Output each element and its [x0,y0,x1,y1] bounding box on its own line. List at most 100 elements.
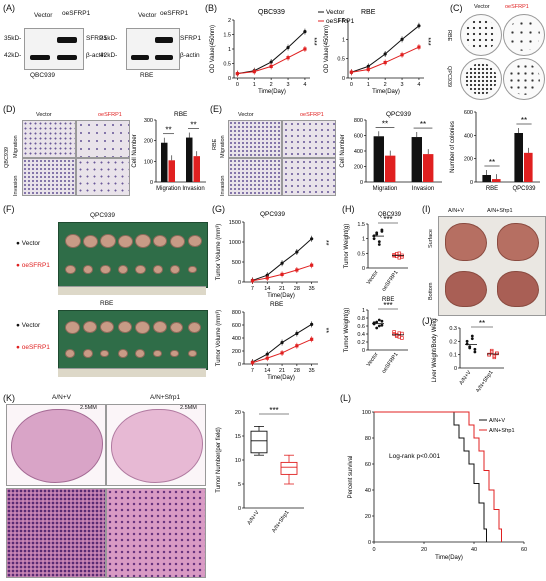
e-row-invasion: Invasion [220,175,226,197]
b1-s0-point-4 [303,30,307,34]
panel-label-l: (L) [340,393,351,403]
h2-ytick-label-0: 0 [362,348,365,354]
board1-tumor-1-7 [187,265,197,274]
he-v-low [6,404,106,486]
g2-xtick-label-0: 7 [251,368,254,374]
b1-xtick-label-0: 0 [236,82,239,88]
d-legend-oe: oeSFRP1 [98,112,122,118]
g2-ytick-label-1: 200 [232,349,241,355]
b2-xtick-label-1: 1 [367,82,370,88]
g2-xtick-label-2: 21 [279,368,285,374]
g2-sig: ** [322,328,329,334]
g1-ytick-label-0: 0 [238,280,241,286]
h1-cat-0: Vector [366,270,380,286]
board1-tumor-1-1 [82,265,93,274]
blot2-sfrp1-band [155,37,173,43]
blot1-actin-band2 [57,55,77,60]
panel-label-j: (J) [422,316,433,326]
b2-ytick-label-0: 0 [342,76,345,82]
g1-s0-point-3 [295,250,299,254]
he-s-high [106,488,206,578]
board1-tumor-1-5 [152,265,163,274]
dish-qpc-oe [503,58,545,100]
board2-tumor-0-2 [100,321,114,334]
f2-legend-oe: ● oeSFRP1 [16,344,50,351]
f1-ruler [58,286,206,295]
e-bar-1-1 [423,154,434,182]
j-sig: ** [479,319,485,328]
f-title1: QPC939 [90,212,115,219]
b2-xlabel: Time(Day) [372,89,400,95]
g2-xtick-label-1: 14 [264,368,270,374]
d-img-inv-oe [76,158,130,196]
e-bar-0-0 [373,136,384,182]
h2-cat-1: oeSFRP1 [381,352,400,375]
b2-s0-point-2 [383,52,387,56]
d-sig-1: ** [190,121,196,130]
h2-ytick-label-5: 1 [362,308,365,314]
l-plot: 0 20 40 60 80 100 Percent survival 0 20 40 60 Time(… [348,410,527,561]
b2-ylabel: OD Value(450nm) [324,25,330,73]
g1-s1-point-0 [250,279,255,283]
panel-label-i: (I) [422,204,431,214]
b1-legend-vector: Vector [326,9,345,16]
liver-s-bottom [497,271,539,307]
h2-plot: 0 0.2 0.4 0.6 0.8 1 Tumor Weight(g) Vector oeSFR… [344,301,408,375]
l-series-0-curve [374,411,487,542]
panel-label-f: (F) [3,204,15,214]
f2-legend-vector: ● Vector [16,322,41,329]
b1-s0-point-3 [286,45,290,50]
liver-v-bottom [445,271,487,307]
g1-s1-point-4 [310,263,314,267]
board2-tumor-0-3 [117,321,132,334]
board2-tumor-1-7 [187,349,197,358]
f1-legend-oe: ● oeSFRP1 [16,262,50,269]
board2-tumor-1-2 [100,349,109,358]
b2-s0-point-3 [400,37,404,41]
g1-xtick-label-1: 14 [264,286,270,292]
blot1-vector-label: Vector [34,12,53,19]
he-s-tissue [111,409,203,483]
blot1-kd42: 42kD- [4,52,22,59]
panel-label-h: (H) [342,204,355,214]
b1-plot: 0 0.5 1 1.5 2 OD Value(450nm) 0 1 2 3 4 Time(Day) **… [210,11,324,95]
h2-point-1-6 [397,335,402,339]
l-ylabel: Percent survival [348,456,354,499]
h1-cat-1: oeSFRP1 [381,270,400,293]
j-point-0-0 [465,339,469,343]
f1-oe-text: oeSFRP1 [21,262,50,269]
e-cell-label: RBE [212,138,218,150]
h1-point-0-7 [380,229,384,233]
c-legend-oe: oeSFRP1 [505,4,529,10]
h2-ytick-label-2: 0.4 [357,332,365,338]
e-img-mig-vector [228,120,282,158]
e-ytick-label-0: 0 [360,180,363,186]
h2-point-0-3 [380,319,384,323]
l-stat: Log-rank p<0.001 [389,453,441,460]
board1-tumor-1-0 [65,264,76,275]
j-point-0-5 [468,345,472,349]
d-bar-1-0 [168,160,175,182]
e-ytick-label-2: 400 [354,149,363,155]
k-box-1 [280,461,298,475]
b1-s1-point-1 [252,70,256,74]
g2-s1-point-4 [310,337,314,341]
g1-s0-point-2 [280,261,284,265]
f2-board [58,310,208,370]
blot2-kd42: 42kD- [100,52,118,59]
g2-title: RBE [270,301,284,308]
col-bar-0-1 [514,133,523,182]
b1-ytick-label-0: 0 [228,76,231,82]
b2-ytick-label-2: 1 [342,37,345,43]
g1-xlabel: Time(Day) [267,293,295,299]
j-point-0-3 [473,350,477,354]
colony-bar-plot: 0 200 400 600 Number of colonies RBE ** QPC939 *… [450,110,540,192]
h2-ytick-label-3: 0.6 [357,324,365,330]
d-ytick-label-1: 100 [144,159,153,165]
b1-legend-oe: oeSFRP1 [326,18,355,25]
f1-board [58,222,208,288]
l-xtick-label-0: 0 [372,547,375,553]
he-v-tissue [11,409,103,483]
d-row-invasion: Invasion [13,175,19,197]
d-img-inv-vector [22,158,76,196]
